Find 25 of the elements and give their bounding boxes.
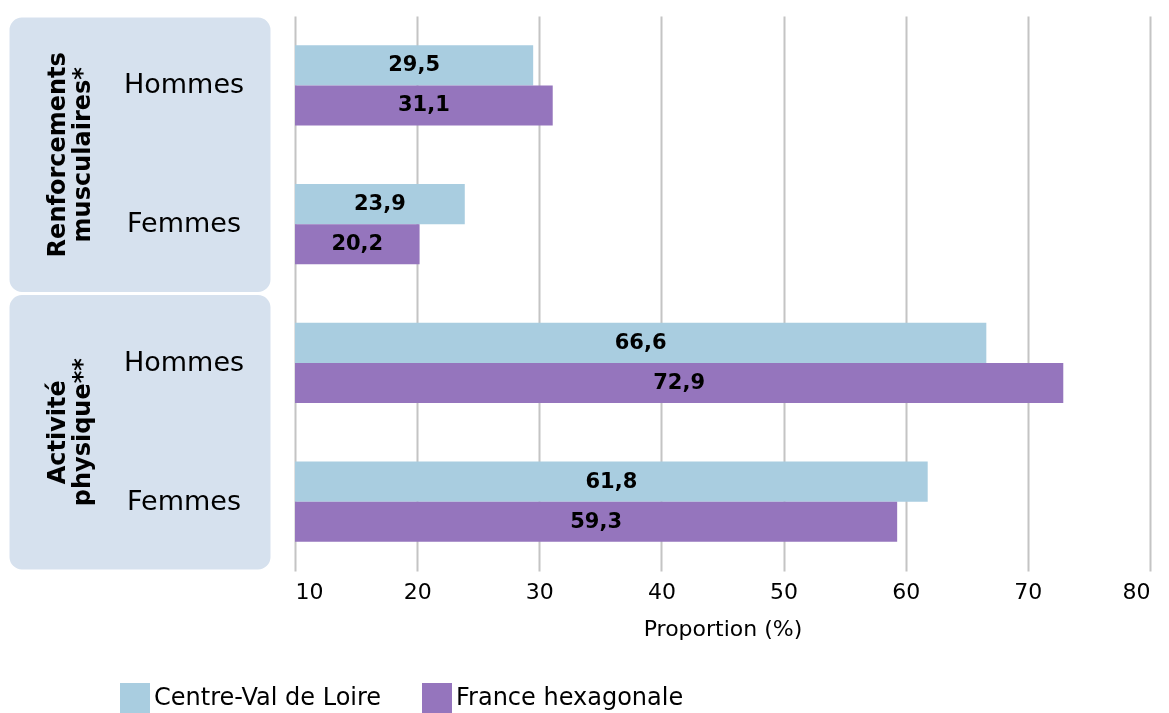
x-tick-label: 40 [647,578,676,604]
x-tick-label: 60 [892,578,921,604]
x-tick-label: 20 [403,578,432,604]
legend-label: France hexagonale [456,683,684,711]
x-tick-label: 50 [770,578,799,604]
data-label: 20,2 [331,231,384,256]
x-tick-label: 30 [525,578,554,604]
data-label: 59,3 [570,508,622,533]
legend-label: Centre-Val de Loire [154,683,382,711]
data-label: 23,9 [353,191,406,216]
y-tick-label: Hommes [123,345,245,377]
x-tick-label: 70 [1014,578,1043,604]
x-tick-label: 80 [1122,578,1151,604]
text: Renforcements musculaires* [43,52,96,258]
text: Activité physique** [43,357,96,507]
x-tick-label: 10 [295,578,324,604]
y-tick-label: Femmes [127,484,241,516]
data-label: 31,1 [397,92,450,117]
data-label: 61,8 [585,468,638,493]
data-label: 72,9 [653,369,706,394]
data-label: 66,6 [614,329,667,354]
y-tick-label: Femmes [127,207,241,239]
data-label: 29,5 [388,52,440,77]
y-tick-label: Hommes [123,68,245,100]
x-axis-title: Proportion (%) [643,615,803,641]
